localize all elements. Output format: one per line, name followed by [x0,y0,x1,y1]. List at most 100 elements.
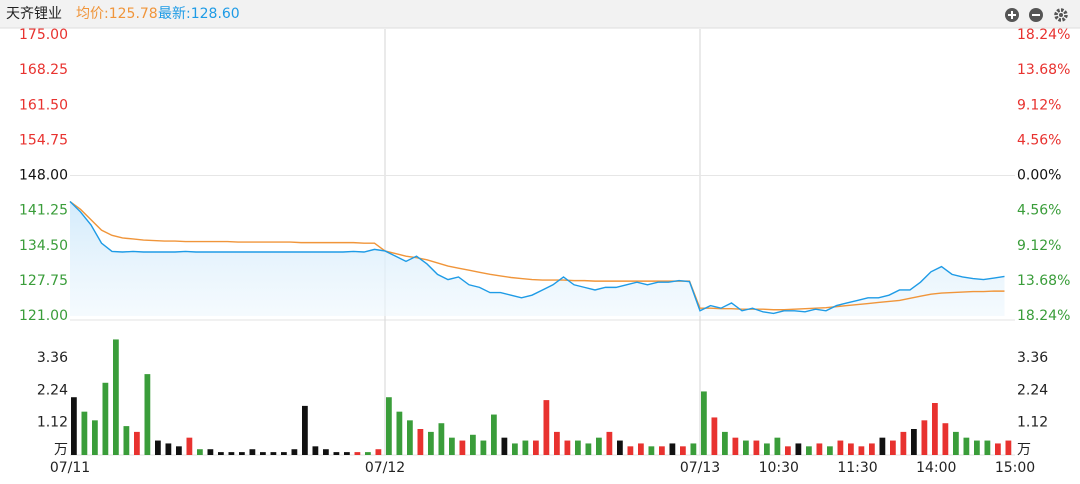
volume-bar [596,437,602,455]
volume-bar [270,452,277,455]
volume-bar [848,443,854,455]
y2-tick-label: 13.68% [1017,273,1070,289]
volume-bar [396,411,403,455]
price-line [69,201,1005,315]
header-bar [0,0,1080,28]
x-tick-label: 07/12 [365,460,405,476]
volume-bar [690,443,697,455]
legend-last: 最新:128.60 [158,6,240,22]
volume-bar [302,405,308,455]
volume-bar [155,440,161,455]
y-tick-label: 134.50 [19,238,68,254]
y2-tick-label: 4.56% [1017,132,1061,148]
volume-bar [134,431,140,455]
volume-bar [711,417,718,455]
volume-bar [113,339,119,455]
volume-bar [333,452,340,455]
volume-bar [207,449,214,455]
volume-bar [449,437,455,455]
volume-bar [974,440,980,455]
volume-bar [1005,440,1012,455]
volume-bar [984,440,991,455]
volume-bar [197,449,203,455]
volume-bar [869,443,875,455]
volume-bar [827,446,833,455]
volume-unit: 万 [54,442,68,458]
volume-bar [795,443,802,455]
volume-bar [512,443,518,455]
volume-bar [753,440,760,455]
volume-bar [417,429,424,455]
volume-bar [701,391,707,455]
volume-tick-label-right: 2.24 [1017,382,1048,398]
y2-tick-label: 18.24% [1017,308,1070,324]
volume-bar [501,437,508,455]
y-tick-label: 127.75 [19,273,68,289]
avg-price-line [69,200,1005,311]
volume-bar [995,443,1001,455]
volume-bar [407,420,413,455]
volume-bar [375,449,382,455]
volume-bar [963,437,970,455]
y2-tick-label: 0.00% [1017,168,1061,184]
volume-bar [722,431,728,455]
y-tick-label: 141.25 [19,203,68,219]
volume-bar [921,420,928,455]
volume-bar [144,374,151,455]
volume-bar [218,452,224,455]
volume-bar [606,431,613,455]
x-tick-label: 14:00 [916,460,956,476]
volume-bar [858,446,865,455]
volume-bar [617,440,623,455]
volume-bar [564,440,571,455]
volume-bar [732,437,739,455]
volume-tick-label: 2.24 [37,382,68,398]
volume-bar [239,452,245,455]
volume-bar [890,440,896,455]
volume-bar [165,443,172,455]
zoom-in[interactable] [1005,8,1019,22]
y-tick-label: 121.00 [19,308,68,324]
volume-bar [176,446,182,455]
x-tick-label: 07/13 [680,460,720,476]
y2-tick-label: 9.12% [1017,238,1061,254]
volume-bar [228,452,235,455]
settings[interactable] [1054,8,1068,22]
y-tick-label: 161.50 [19,97,68,113]
y-tick-label: 168.25 [19,62,68,78]
volume-bar [669,443,676,455]
volume-tick-label: 3.36 [37,350,68,366]
volume-bar [533,440,539,455]
y2-tick-label: 13.68% [1017,62,1070,78]
volume-bar [879,437,886,455]
volume-bar [354,452,361,455]
y-tick-label: 175.00 [19,27,68,43]
y2-tick-label: 4.56% [1017,203,1061,219]
volume-bar [522,440,529,455]
volume-bar [743,440,749,455]
volume-unit-right: 万 [1017,442,1031,458]
y2-tick-label: 9.12% [1017,97,1061,113]
volume-bar [260,452,266,455]
zoom-out[interactable] [1029,8,1043,22]
volume-bar [323,449,329,455]
x-tick-label: 15:00 [995,460,1035,476]
volume-bar [71,397,77,455]
x-tick-label: 11:30 [837,460,877,476]
volume-bar [344,452,350,455]
volume-bar [900,431,907,455]
volume-tick-label-right: 3.36 [1017,350,1048,366]
price-area [70,201,1005,316]
volume-bar [785,446,791,455]
volume-bar [942,423,949,455]
volume-bar [627,446,634,455]
x-tick-label: 10:30 [759,460,799,476]
volume-bar [774,437,781,455]
volume-bar [480,440,487,455]
volume-bar [911,429,917,455]
volume-bar [291,449,298,455]
volume-bar [438,423,445,455]
volume-bar [932,403,938,455]
